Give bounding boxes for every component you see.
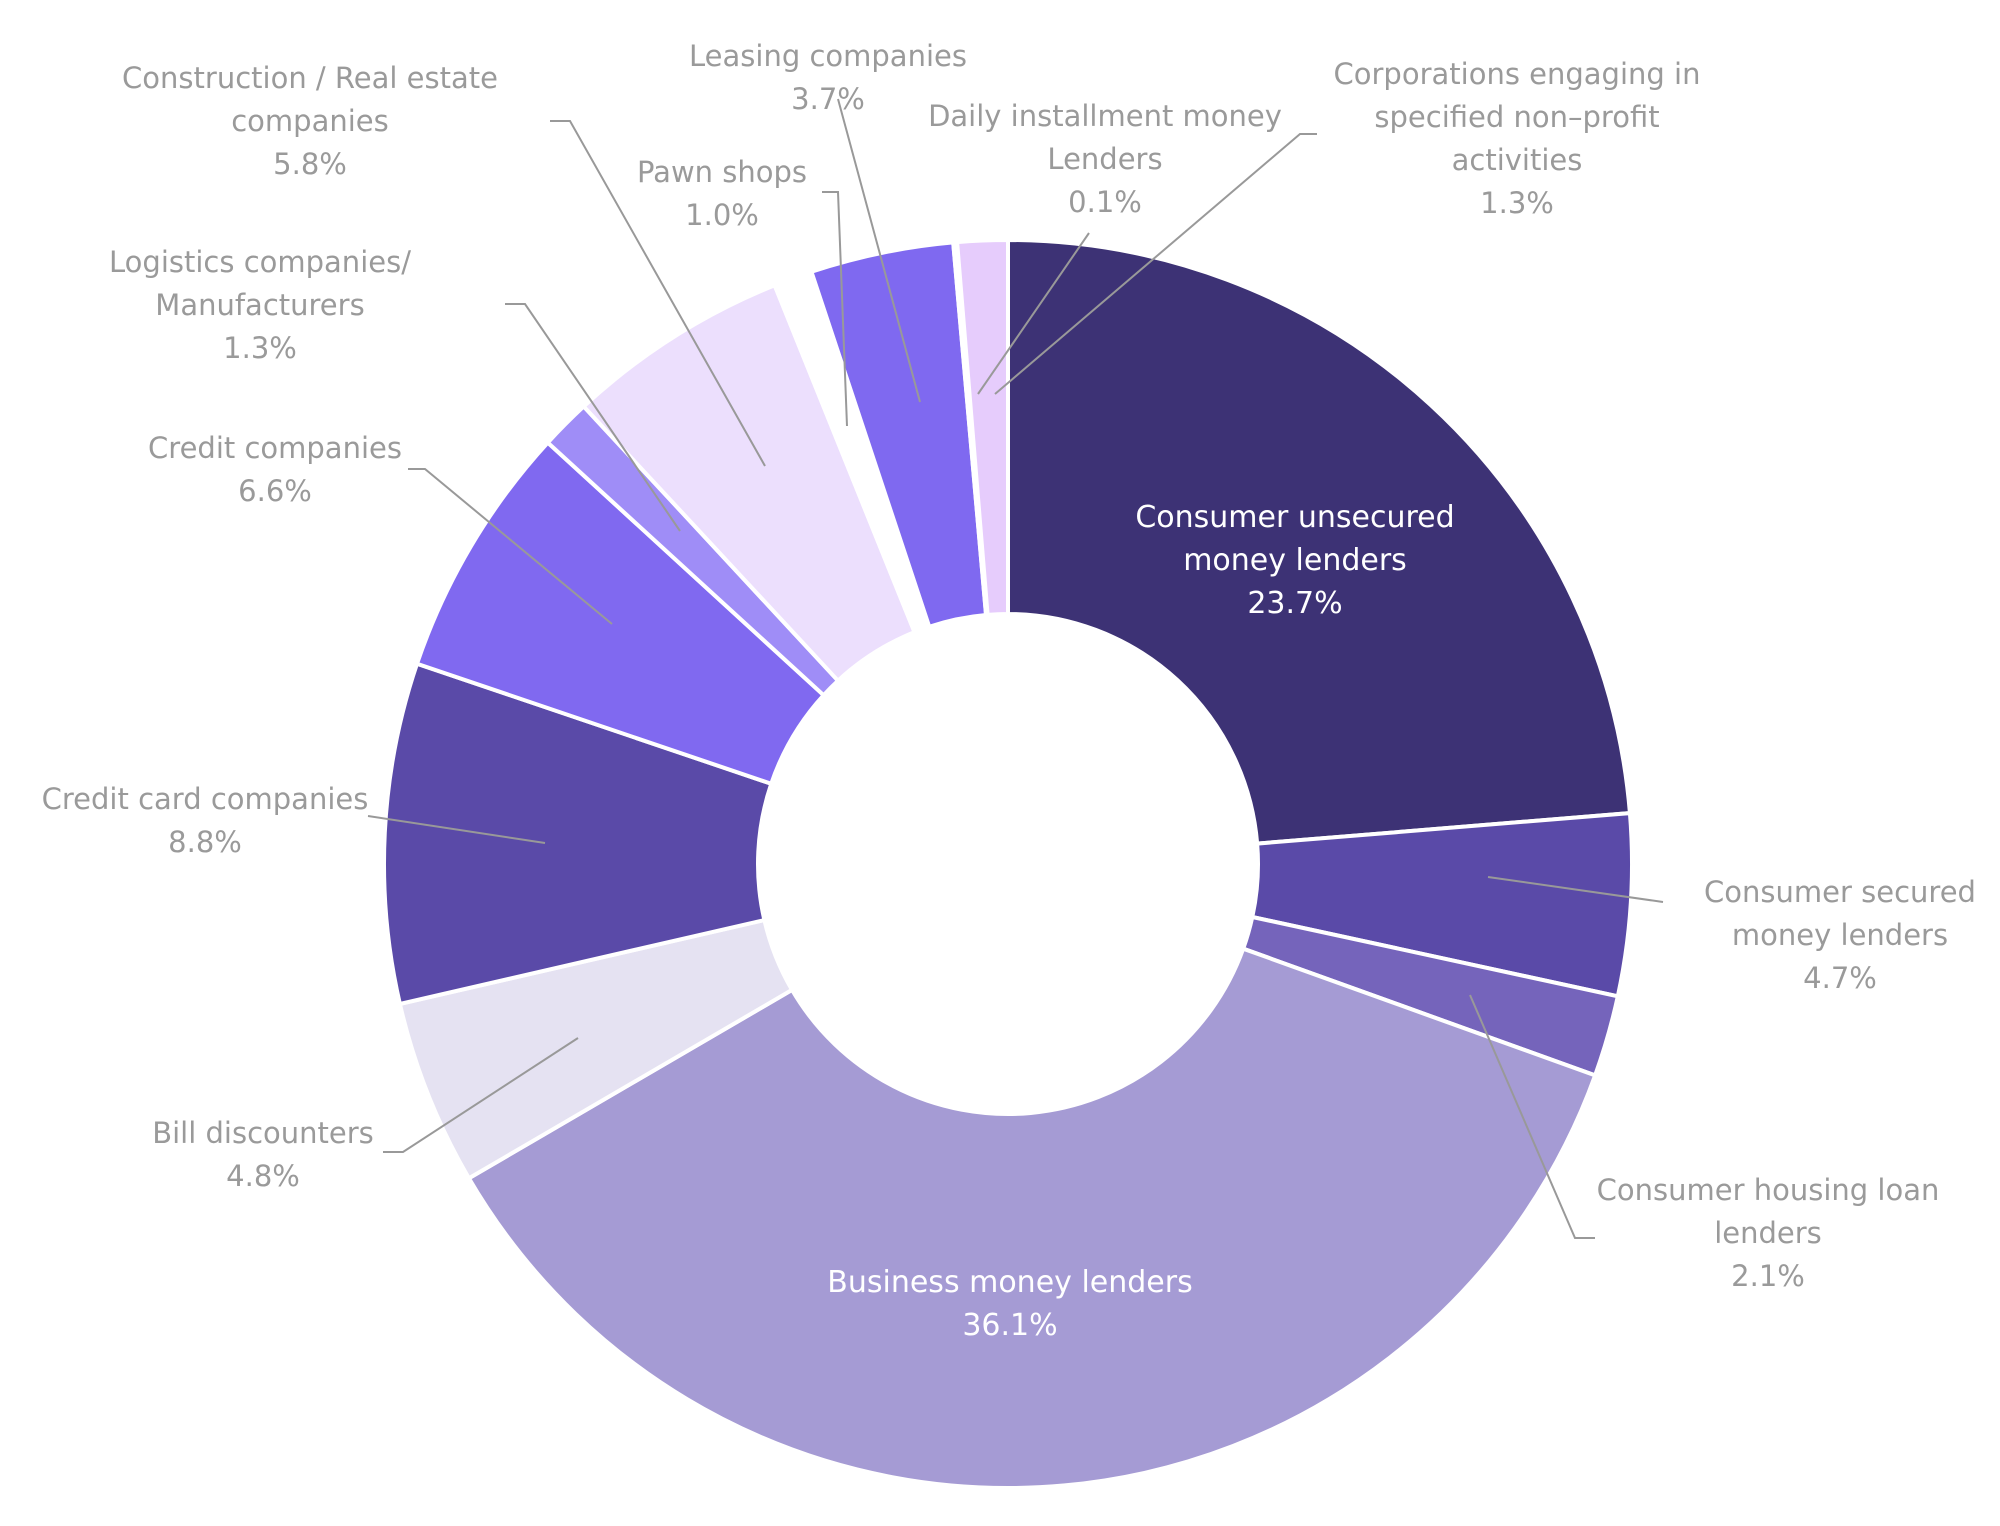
slice-corporations-engaging-in-specified-non-profit-activities	[954, 237, 1010, 617]
label-value: 3.7%	[791, 82, 865, 116]
label-value: 2.1%	[1731, 1259, 1805, 1293]
label-value: 8.8%	[168, 825, 242, 859]
label-line: Leasing companies	[689, 39, 967, 73]
leader-corporations-engaging-in-specified-non-profit-activities	[994, 133, 1317, 395]
label-line: Consumer housing loan	[1597, 1173, 1940, 1207]
leader-consumer-secured-money-lenders	[1487, 876, 1664, 903]
donut-slices	[382, 237, 1634, 1490]
label-line: lenders	[1714, 1216, 1822, 1250]
label-value: 5.8%	[273, 147, 347, 181]
leader-leasing-companies	[837, 98, 921, 403]
label-line: Pawn shops	[637, 155, 807, 189]
label-pawn-shops: Pawn shops 1.0%	[637, 155, 807, 232]
leader-daily-installment-money-lenders	[977, 232, 1090, 395]
leader-consumer-housing-loan-lenders	[1469, 994, 1595, 1239]
label-line: Logistics companies/	[109, 245, 411, 279]
leader-lines	[367, 98, 1664, 1239]
label-bill-discounters: Bill discounters 4.8%	[152, 1116, 374, 1193]
label-value: 23.7%	[1247, 586, 1342, 621]
label-line: specified non–profit	[1374, 100, 1659, 134]
label-corporations-engaging-in-specified-non-profit-activities: Corporations engaging in specified non–pr…	[1334, 57, 1701, 220]
leader-construction-real-estate-companies	[550, 120, 766, 467]
label-credit-card-companies: Credit card companies 8.8%	[42, 782, 369, 859]
leader-bill-discounters	[383, 1037, 579, 1153]
label-leasing-companies: Leasing companies 3.7%	[689, 39, 967, 116]
label-value: 36.1%	[962, 1308, 1057, 1343]
label-line: Corporations engaging in	[1334, 57, 1701, 91]
label-value: 1.3%	[1480, 186, 1554, 220]
label-value: 1.3%	[223, 331, 297, 365]
label-consumer-secured-money-lenders: Consumer secured money lenders 4.7%	[1704, 875, 1976, 995]
slice-business-money-lenders	[466, 946, 1598, 1490]
slice-consumer-unsecured-money-lenders	[1006, 237, 1633, 846]
leader-logistics-companies-manufacturers	[505, 303, 681, 532]
label-consumer-housing-loan-lenders: Consumer housing loan lenders 2.1%	[1597, 1173, 1940, 1293]
label-line: money lenders	[1183, 543, 1407, 578]
label-line: Business money lenders	[827, 1265, 1192, 1300]
label-value: 6.6%	[238, 474, 312, 508]
label-line: Daily installment money	[928, 99, 1282, 133]
label-line: money lenders	[1732, 918, 1948, 952]
slice-labels: Consumer unsecured money lenders 23.7%Cons…	[42, 39, 1976, 1343]
label-consumer-unsecured-money-lenders: Consumer unsecured money lenders 23.7%	[1135, 500, 1454, 621]
slice-credit-companies	[414, 439, 827, 787]
label-credit-companies: Credit companies 6.6%	[148, 431, 402, 508]
label-line: Consumer unsecured	[1135, 500, 1454, 535]
label-line: Consumer secured	[1704, 875, 1976, 909]
label-line: Lenders	[1047, 142, 1162, 176]
label-logistics-companies-manufacturers: Logistics companies/Manufacturers 1.3%	[109, 245, 411, 365]
label-line: Credit card companies	[42, 782, 369, 816]
leader-credit-companies	[408, 468, 613, 625]
label-value: 4.7%	[1803, 961, 1877, 995]
slice-credit-card-companies	[382, 661, 774, 1007]
label-line: activities	[1452, 143, 1583, 177]
label-line: Construction / Real estate	[122, 61, 498, 95]
label-line: Manufacturers	[155, 288, 364, 322]
leader-pawn-shops	[822, 191, 848, 427]
label-business-money-lenders: Business money lenders 36.1%	[827, 1265, 1192, 1343]
label-construction-real-estate-companies: Construction / Real estate companies 5.8%	[122, 61, 498, 181]
label-line: companies	[231, 104, 389, 138]
label-value: 4.8%	[226, 1159, 300, 1193]
label-value: 0.1%	[1068, 185, 1142, 219]
label-line: Bill discounters	[152, 1116, 374, 1150]
leader-credit-card-companies	[367, 815, 546, 844]
label-daily-installment-money-lenders: Daily installment money Lenders 0.1%	[928, 99, 1282, 219]
label-line: Credit companies	[148, 431, 402, 465]
label-value: 1.0%	[685, 198, 759, 232]
